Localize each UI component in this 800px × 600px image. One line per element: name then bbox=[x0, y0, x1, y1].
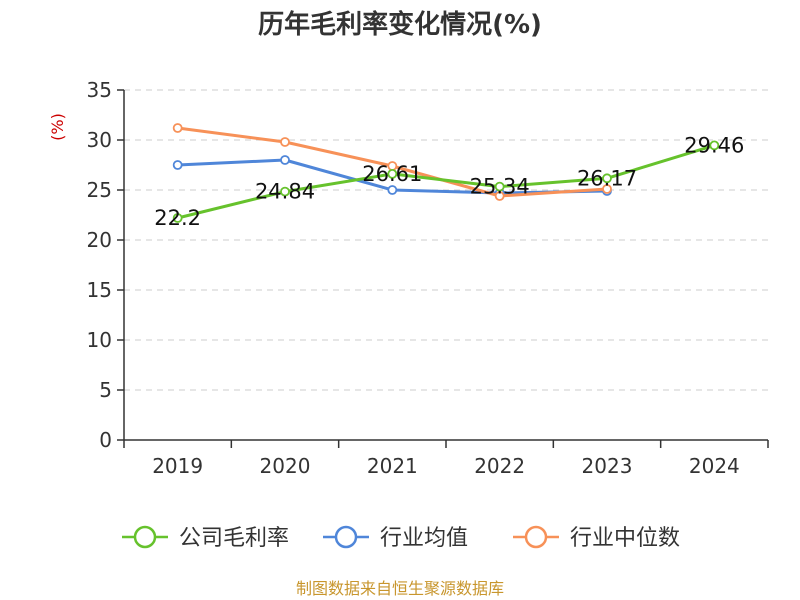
legend-marker bbox=[524, 525, 548, 549]
y-tick-label: 20 bbox=[87, 228, 112, 252]
y-tick-label: 25 bbox=[87, 178, 112, 202]
series-point-1 bbox=[172, 160, 183, 170]
legend-marker bbox=[133, 525, 157, 549]
y-tick-label: 10 bbox=[87, 328, 112, 352]
series-point-2 bbox=[602, 184, 612, 194]
series-point-0 bbox=[494, 181, 505, 192]
source-note: 制图数据来自恒生聚源数据库 bbox=[296, 579, 504, 598]
series-point-2 bbox=[172, 123, 183, 133]
legend-item-0[interactable]: 公司毛利率 bbox=[122, 525, 289, 551]
y-tick-label: 15 bbox=[87, 278, 112, 302]
x-tick-label: 2024 bbox=[689, 454, 740, 478]
data-label: 26.61 bbox=[362, 162, 422, 186]
series bbox=[172, 123, 720, 223]
data-label: 22.2 bbox=[154, 206, 201, 230]
x-tick-label: 2020 bbox=[260, 454, 311, 478]
axes: 0 5 10 15 20 25 30 35 2019 2020 2021 2022 2023 2024 bbox=[87, 78, 769, 478]
series-point-1 bbox=[387, 185, 398, 195]
y-tick-label: 30 bbox=[87, 128, 112, 152]
y-tick-label: 35 bbox=[87, 78, 112, 102]
x-tick-label: 2021 bbox=[367, 454, 418, 478]
legend-label: 行业中位数 bbox=[570, 526, 680, 551]
series-point-2 bbox=[494, 191, 505, 201]
data-label: 25.34 bbox=[470, 175, 530, 199]
series-point-0 bbox=[172, 213, 183, 223]
legend-item-1[interactable]: 行业均值 bbox=[323, 525, 468, 551]
y-tick-label: 0 bbox=[99, 428, 112, 452]
legend-label: 行业均值 bbox=[380, 526, 468, 551]
x-tick-label: 2022 bbox=[474, 454, 525, 478]
series-point-0 bbox=[602, 173, 612, 184]
series-point-0 bbox=[709, 140, 720, 151]
series-point-0 bbox=[387, 168, 398, 179]
chart-title: 历年毛利率变化情况(%) bbox=[258, 9, 542, 40]
y-tick-label: 5 bbox=[99, 378, 112, 402]
legend: 公司毛利率 行业均值 行业中位数 bbox=[122, 525, 680, 551]
series-line-0 bbox=[177, 143, 715, 220]
data-label: 26.17 bbox=[577, 166, 637, 190]
x-tick-label: 2023 bbox=[582, 454, 633, 478]
data-label: 29.46 bbox=[684, 133, 744, 157]
series-point-2 bbox=[280, 137, 290, 147]
x-tick-label: 2019 bbox=[152, 454, 203, 478]
data-label: 24.84 bbox=[255, 180, 315, 204]
legend-label: 公司毛利率 bbox=[179, 526, 289, 551]
data-labels: 22.2 24.84 26.61 25.34 26.17 29.46 bbox=[154, 133, 744, 230]
legend-marker bbox=[334, 525, 358, 549]
y-axis-unit: (%) bbox=[48, 113, 67, 141]
legend-item-2[interactable]: 行业中位数 bbox=[513, 525, 680, 551]
series-point-0 bbox=[280, 186, 290, 197]
series-point-1 bbox=[280, 155, 290, 165]
